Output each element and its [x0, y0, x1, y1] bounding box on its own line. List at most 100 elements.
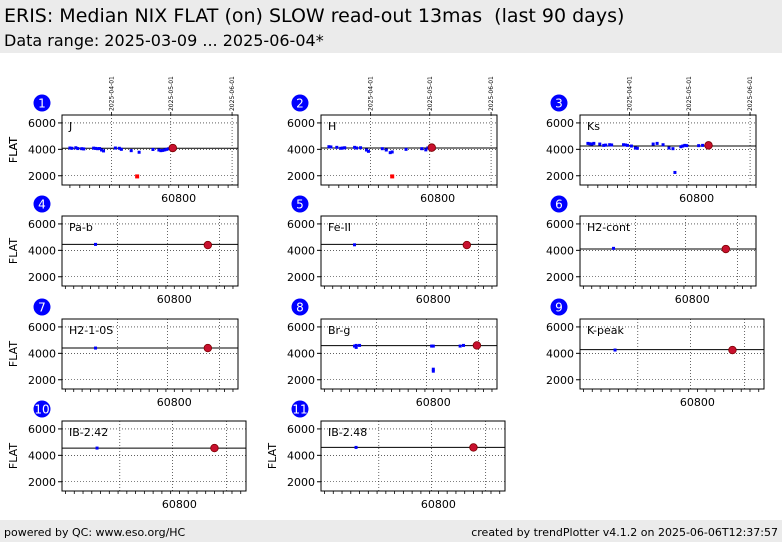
data-point	[655, 141, 659, 145]
y-tick-label: 2000	[546, 271, 574, 284]
y-axis-label: FLAT	[7, 341, 20, 367]
y-tick-label: 4000	[546, 244, 574, 257]
panel-number: 7	[38, 301, 46, 315]
data-point	[461, 343, 465, 347]
y-tick-label: 4000	[28, 143, 56, 156]
panel-7: 2000 4000 6000 60800 H2-1-0S FLAT 7	[7, 298, 239, 409]
panel-number-badge	[550, 94, 568, 112]
panel-number-badge	[291, 94, 309, 112]
y-tick-label: 2000	[287, 271, 315, 284]
data-point	[137, 150, 141, 154]
y-tick-label: 2000	[287, 170, 315, 183]
panel-label: IB-2.48	[328, 426, 367, 439]
y-tick-label: 6000	[28, 423, 56, 436]
y-tick-label: 4000	[28, 449, 56, 462]
panel-frame	[320, 215, 498, 287]
footer-bar	[0, 520, 782, 542]
x-tick-label: 60800	[421, 498, 456, 511]
data-point	[420, 147, 424, 151]
panel-9: 2000 4000 6000 60800 K-peak 9	[546, 298, 765, 409]
data-point	[431, 344, 435, 348]
latest-point	[704, 141, 713, 150]
panel-1: 2000 4000 6000 60800 2025-04-01 2025-05-01 202…	[7, 76, 239, 205]
y-tick-label: 4000	[546, 347, 574, 360]
data-point	[353, 243, 357, 247]
data-point	[353, 344, 357, 348]
data-point	[76, 147, 80, 151]
header-bar	[0, 0, 782, 53]
data-point	[113, 146, 117, 150]
panel-6: 2000 4000 6000 60800 H2-cont 6	[546, 195, 757, 306]
panel-11: 2000 4000 6000 60800 IB-2.48 FLAT 11	[266, 400, 506, 511]
data-point	[622, 143, 626, 147]
panel-frame	[61, 420, 247, 492]
date-tick-label: 2025-06-01	[229, 76, 236, 111]
y-tick-label: 2000	[546, 374, 574, 387]
x-tick-label: 60800	[416, 396, 451, 409]
panel-number: 2	[296, 97, 304, 111]
panel-frame	[61, 215, 239, 287]
latest-point	[203, 343, 213, 353]
panel-number: 3	[555, 97, 563, 111]
panel-label: H2-1-0S	[69, 324, 113, 337]
y-tick-label: 6000	[28, 321, 56, 334]
panel-frame	[61, 318, 239, 390]
y-tick-label: 6000	[287, 218, 315, 231]
data-point	[633, 146, 637, 150]
panel-number-badge	[33, 298, 51, 316]
data-point	[623, 143, 627, 147]
latest-point	[462, 240, 472, 250]
y-tick-label: 6000	[28, 117, 56, 130]
data-point	[604, 143, 608, 147]
y-tick-label: 6000	[287, 321, 315, 334]
data-point	[431, 367, 435, 371]
y-axis-label: FLAT	[7, 443, 20, 469]
data-point	[98, 147, 102, 151]
x-tick-label: 60800	[420, 192, 455, 205]
date-tick-label: 2025-05-01	[168, 76, 175, 111]
x-tick-label: 60800	[157, 396, 192, 409]
data-point	[635, 146, 639, 150]
date-tick-label: 2025-04-01	[108, 76, 115, 111]
panel-number: 11	[292, 403, 307, 417]
y-axis-label: FLAT	[7, 238, 20, 264]
y-axis-label: FLAT	[266, 443, 279, 469]
y-tick-label: 2000	[287, 476, 315, 489]
data-point	[335, 145, 339, 149]
data-point	[598, 142, 602, 146]
y-tick-label: 6000	[546, 218, 574, 231]
data-point	[354, 445, 358, 449]
panel-label: IB-2.42	[69, 426, 108, 439]
y-tick-label: 4000	[287, 347, 315, 360]
data-point	[94, 146, 98, 150]
data-point	[681, 144, 685, 148]
y-tick-label: 2000	[287, 374, 315, 387]
data-point	[430, 344, 434, 348]
y-axis-label: FLAT	[7, 137, 20, 163]
panel-number: 10	[34, 403, 49, 417]
y-tick-label: 6000	[287, 117, 315, 130]
panel-2: 2000 4000 6000 60800 2025-04-01 2025-05-01 202…	[7, 76, 498, 205]
data-point	[458, 344, 462, 348]
latest-point	[472, 341, 482, 350]
x-tick-label: 60800	[161, 192, 196, 205]
data-point	[354, 343, 358, 347]
data-point	[701, 143, 705, 147]
data-point	[96, 147, 100, 151]
panel-5: 2000 4000 6000 60800 Fe-II 5	[287, 195, 498, 306]
data-point	[327, 145, 331, 149]
data-point	[683, 143, 687, 147]
data-point	[92, 146, 96, 150]
panel-number-badge	[550, 195, 568, 213]
latest-point	[721, 244, 731, 254]
panel-label: H	[328, 120, 336, 133]
panel-10: 2000 4000 6000 60800 IB-2.42 FLAT 10	[7, 400, 247, 511]
data-point	[354, 345, 358, 349]
data-point	[424, 148, 428, 152]
date-tick-label: 2025-06-01	[747, 76, 754, 111]
data-point	[341, 146, 345, 150]
data-point	[163, 148, 167, 152]
panel-frame	[61, 114, 239, 186]
data-range-subtitle: Data range: 2025-03-09 ... 2025-06-04*	[4, 31, 324, 50]
